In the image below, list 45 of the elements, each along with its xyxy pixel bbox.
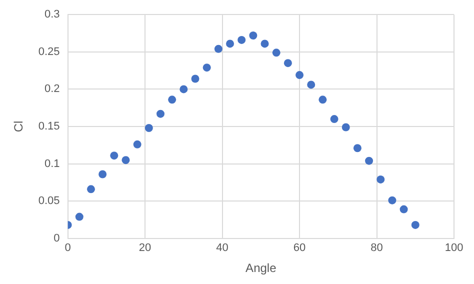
point xyxy=(284,59,292,68)
point xyxy=(156,110,164,118)
point xyxy=(342,123,350,132)
point xyxy=(86,185,95,194)
x-tick-label: 40 xyxy=(216,242,228,254)
point xyxy=(400,205,408,214)
point xyxy=(133,140,142,148)
point xyxy=(411,220,420,229)
point xyxy=(202,64,211,72)
x-tick-label: 80 xyxy=(370,242,383,254)
y-tick-label: 0.2 xyxy=(44,83,60,96)
point xyxy=(75,212,84,221)
point xyxy=(180,85,188,94)
point xyxy=(144,124,153,132)
point xyxy=(318,96,327,104)
point xyxy=(122,156,130,164)
y-tick-label: 0.15 xyxy=(38,120,60,133)
point xyxy=(353,144,362,152)
point xyxy=(249,31,258,40)
point xyxy=(226,40,234,48)
point xyxy=(388,196,396,204)
point xyxy=(307,80,316,89)
y-tick-label: 0.1 xyxy=(44,158,60,170)
y-axis-title: Cl xyxy=(12,120,26,132)
point xyxy=(191,74,200,83)
y-tick-label: 0.3 xyxy=(44,8,60,21)
point xyxy=(214,44,222,53)
point xyxy=(365,156,374,165)
x-tick-label: 100 xyxy=(444,242,464,254)
point xyxy=(330,115,338,124)
point xyxy=(98,170,107,178)
point xyxy=(272,48,280,57)
y-tick-label: 0.05 xyxy=(38,195,60,208)
x-tick-label: 60 xyxy=(293,242,306,254)
point xyxy=(296,71,304,80)
point xyxy=(376,175,385,184)
point xyxy=(110,152,118,160)
x-axis-title: Angle xyxy=(246,261,277,276)
x-tick-label: 20 xyxy=(138,242,152,254)
x-tick-label: 0 xyxy=(64,242,71,254)
point xyxy=(238,36,246,44)
y-tick-label: 0 xyxy=(54,232,60,244)
point xyxy=(260,40,269,48)
y-tick-label: 0.25 xyxy=(38,46,60,58)
point xyxy=(168,96,176,104)
